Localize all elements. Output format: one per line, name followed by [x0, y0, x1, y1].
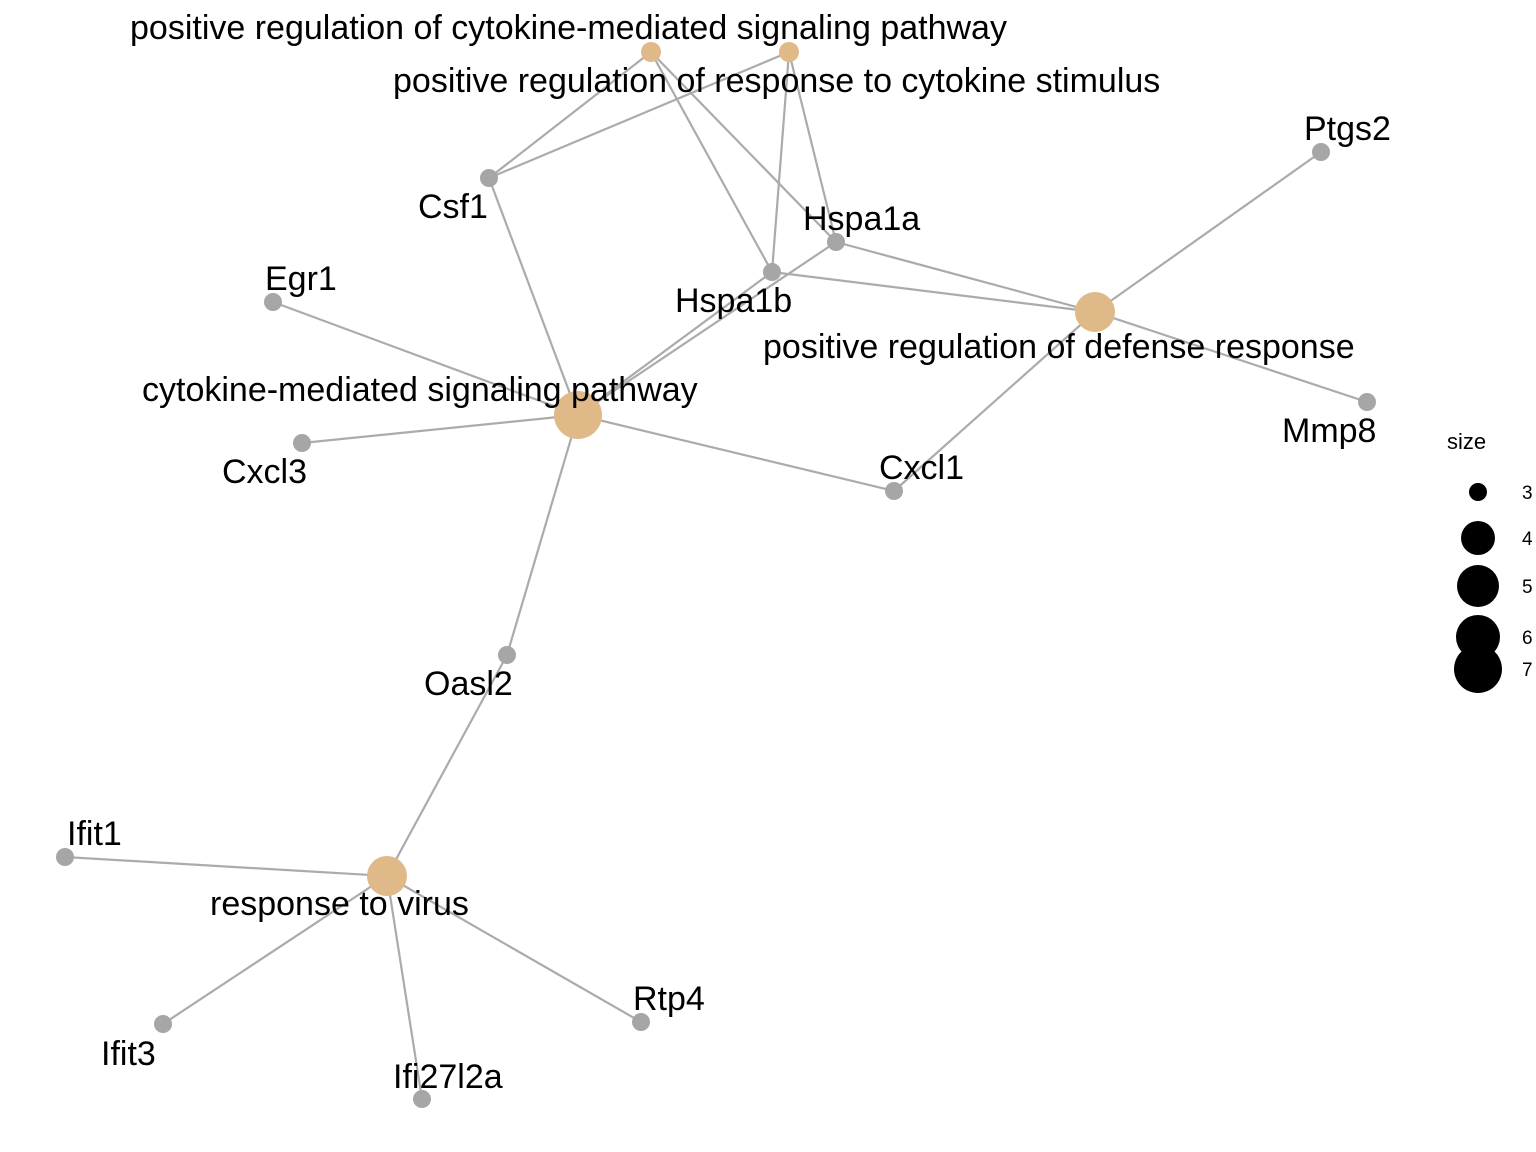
legend-dot-5	[1457, 565, 1499, 607]
gene-node-Cxcl3	[293, 434, 311, 452]
node-label-Ifit1: Ifit1	[67, 815, 122, 853]
edge-response-virus-Rtp4	[386, 875, 642, 1023]
edge-posreg-defense-Hspa1a	[835, 240, 1096, 314]
gene-node-Mmp8	[1358, 393, 1376, 411]
size-legend: size 3 4 5 6 7	[1447, 429, 1533, 693]
gene-node-Hspa1a	[827, 233, 845, 251]
node-label-Mmp8: Mmp8	[1282, 412, 1376, 450]
term-node-posreg-response-cytokine	[779, 42, 799, 62]
edge-cytokine-signaling-Cxcl3	[301, 413, 579, 445]
edge-posreg-cytokine-signaling-Csf1	[488, 51, 652, 179]
gene-node-Ifit3	[154, 1015, 172, 1033]
legend-items: 3 4 5 6 7	[1454, 483, 1533, 693]
term-node-response-virus	[367, 856, 407, 896]
term-node-posreg-cytokine-signaling	[641, 42, 661, 62]
legend-label-4: 4	[1522, 529, 1533, 550]
edge-posreg-response-cytokine-Hspa1b	[770, 51, 791, 273]
edge-cytokine-signaling-Cxcl1	[577, 413, 895, 493]
edge-posreg-defense-Hspa1b	[771, 270, 1096, 314]
gene-node-Csf1	[480, 169, 498, 187]
edge-posreg-response-cytokine-Hspa1a	[787, 51, 838, 243]
gene-node-Cxcl1	[885, 482, 903, 500]
node-label-Hspa1b: Hspa1b	[675, 282, 792, 320]
gene-node-Ifi27l2a	[413, 1090, 431, 1108]
edge-cytokine-signaling-Hspa1b	[577, 271, 773, 416]
edge-posreg-defense-Ptgs2	[1094, 151, 1322, 313]
edge-cytokine-signaling-Oasl2	[505, 414, 580, 656]
legend-label-7: 7	[1522, 660, 1533, 681]
legend-label-5: 5	[1522, 577, 1533, 598]
node-label-posreg-defense: positive regulation of defense response	[763, 328, 1355, 366]
edge-posreg-cytokine-signaling-Hspa1a	[650, 51, 837, 243]
legend-label-3: 3	[1522, 483, 1533, 504]
gene-node-Ifit1	[56, 848, 74, 866]
edge-posreg-cytokine-signaling-Hspa1b	[650, 51, 773, 273]
edge-response-virus-Ifit1	[64, 855, 388, 878]
edge-cytokine-signaling-Egr1	[272, 300, 579, 417]
edge-posreg-response-cytokine-Csf1	[488, 50, 790, 180]
gene-node-Egr1	[264, 293, 282, 311]
node-label-Ifit3: Ifit3	[101, 1035, 156, 1073]
legend-dot-3	[1469, 483, 1487, 501]
node-label-Ifi27l2a: Ifi27l2a	[393, 1058, 503, 1096]
nodes-layer	[56, 42, 1376, 1108]
node-label-Hspa1a: Hspa1a	[803, 200, 920, 238]
node-label-Cxcl3: Cxcl3	[222, 453, 307, 491]
node-label-Egr1: Egr1	[265, 260, 337, 298]
gene-node-Oasl2	[498, 646, 516, 664]
node-label-posreg-cytokine-signaling: positive regulation of cytokine-mediated…	[130, 9, 1007, 47]
node-label-Rtp4: Rtp4	[633, 980, 705, 1018]
gene-node-Ptgs2	[1312, 143, 1330, 161]
node-label-posreg-response-cytokine: positive regulation of response to cytok…	[393, 62, 1160, 100]
node-label-Cxcl1: Cxcl1	[879, 449, 964, 487]
edges-layer	[64, 50, 1368, 1100]
legend-dot-7	[1454, 645, 1502, 693]
edge-cytokine-signaling-Hspa1a	[577, 241, 837, 416]
edge-posreg-defense-Mmp8	[1094, 310, 1368, 404]
node-label-Csf1: Csf1	[418, 188, 488, 226]
node-label-Ptgs2: Ptgs2	[1304, 110, 1391, 148]
gene-node-Hspa1b	[763, 263, 781, 281]
edge-cytokine-signaling-Csf1	[487, 177, 580, 416]
node-label-Oasl2: Oasl2	[424, 665, 513, 703]
node-label-response-virus: response to virus	[210, 885, 469, 923]
edge-posreg-defense-Cxcl1	[893, 311, 1096, 492]
term-node-cytokine-signaling	[554, 391, 602, 439]
node-label-cytokine-signaling: cytokine-mediated signaling pathway	[142, 371, 698, 409]
legend-title: size	[1447, 429, 1486, 454]
labels-layer: positive regulation of cytokine-mediated…	[67, 9, 1391, 1096]
term-node-posreg-defense	[1075, 292, 1115, 332]
edge-response-virus-Oasl2	[386, 654, 508, 877]
edge-response-virus-Ifi27l2a	[385, 875, 424, 1100]
gene-node-Rtp4	[632, 1013, 650, 1031]
edge-response-virus-Ifit3	[162, 875, 388, 1025]
legend-dot-4	[1461, 521, 1495, 555]
legend-label-6: 6	[1522, 628, 1533, 649]
